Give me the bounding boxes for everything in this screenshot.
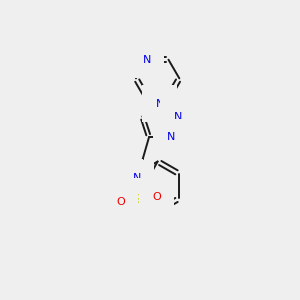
Text: S: S bbox=[133, 193, 141, 206]
Text: N: N bbox=[132, 173, 141, 183]
Text: O: O bbox=[112, 192, 121, 202]
Text: O: O bbox=[152, 192, 161, 202]
Text: N: N bbox=[142, 55, 151, 65]
Text: H: H bbox=[124, 171, 131, 181]
Text: N: N bbox=[167, 132, 175, 142]
Text: N: N bbox=[173, 112, 182, 122]
Text: N: N bbox=[156, 99, 164, 109]
Text: O: O bbox=[116, 197, 125, 207]
